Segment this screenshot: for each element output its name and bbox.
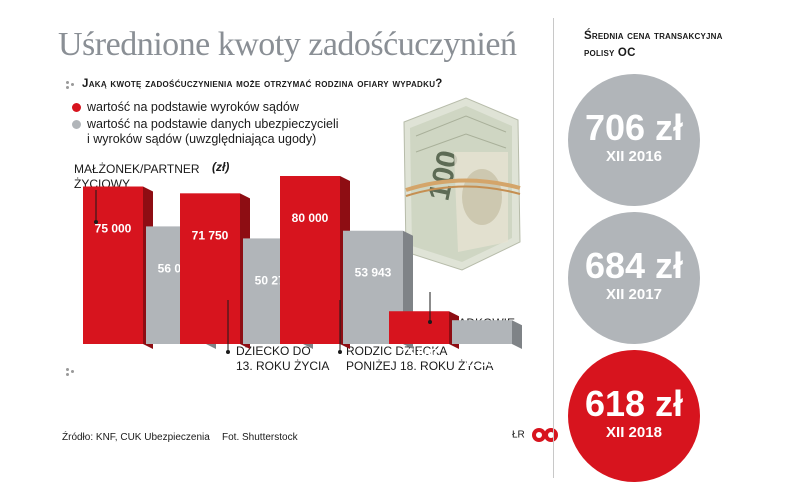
legend-label-line1: wartość na podstawie danych ubezpieczyci…	[87, 117, 339, 131]
chart-question: Jaką kwotę zadośćuczynienia może otrzyma…	[82, 78, 443, 90]
category-label-line: PONIŻEJ 18. ROKU ŻYCIA	[346, 358, 494, 373]
price-amount: 684 zł	[584, 245, 684, 286]
legend-label: wartość na podstawie wyroków sądów	[87, 100, 299, 114]
column-divider	[553, 18, 554, 478]
banknote-roll-image: 100	[403, 97, 521, 271]
category-label-child: DZIECKO DO 13. ROKU ŻYCIA	[236, 344, 329, 373]
price-amount: 706 zł	[584, 107, 684, 148]
legend-item-insurers: wartość na podstawie danych ubezpieczyci…	[72, 117, 392, 147]
publisher-logo: ŁR	[512, 426, 559, 444]
legend-swatch-red	[72, 103, 81, 112]
price-circle-2017: 684 zł XII 2017	[568, 212, 700, 344]
legend-swatch-grey	[72, 120, 81, 129]
category-label-line: DZIECKO DO	[236, 344, 311, 358]
bar-courts	[180, 193, 240, 344]
unit-label: (zł)	[212, 160, 230, 174]
bar-side	[512, 320, 522, 349]
logo-text: ŁR	[512, 429, 525, 441]
bar-courts	[280, 176, 340, 344]
bar-value-label: 11 332	[464, 355, 500, 369]
legend-label-line2: i wyroków sądów (uwzględniająca ugody)	[87, 132, 317, 146]
bar-value-label: 75 000	[95, 222, 132, 236]
bar-value-label: 80 000	[292, 211, 329, 225]
dots-bullet-icon	[66, 81, 75, 90]
bar-value-label: 53 943	[355, 266, 392, 280]
price-period: XII 2016	[606, 148, 662, 165]
page-title: Uśrednione kwoty zadośćuczynień	[58, 26, 517, 63]
price-circle-2016: 706 zł XII 2016	[568, 74, 700, 206]
bar-courts	[389, 311, 449, 344]
connector-dot	[428, 320, 432, 324]
sidebar-title-line: polisy OC	[584, 47, 636, 59]
connector-dot	[94, 220, 98, 224]
logo-mark-icon	[531, 428, 558, 442]
sidebar-title-line: Średnia cena transakcyjna	[584, 30, 723, 42]
bar-value-label: 15 600	[401, 346, 438, 360]
dots-bullet-icon	[66, 368, 75, 377]
photo-credit: Fot. Shutterstock	[222, 432, 298, 443]
bar-courts	[83, 186, 143, 344]
category-label-line: MAŁŻONEK/PARTNER	[74, 162, 200, 176]
price-period: XII 2018	[606, 424, 662, 441]
sidebar-title: Średnia cena transakcyjna polisy OC	[584, 28, 723, 62]
price-period: XII 2017	[606, 286, 662, 303]
connector-dot	[226, 350, 230, 354]
legend-item-courts: wartość na podstawie wyroków sądów	[72, 100, 372, 115]
connector-dot	[338, 350, 342, 354]
source-note: Źródło: KNF, CUK Ubezpieczenia	[62, 432, 210, 443]
bar-value-label: 71 750	[192, 228, 229, 242]
category-label-line: RODZIC DZIECKA	[346, 344, 448, 358]
price-circle-2018: 618 zł XII 2018	[568, 350, 700, 482]
bar-insurers	[452, 320, 512, 344]
category-label-parent: RODZIC DZIECKA PONIŻEJ 18. ROKU ŻYCIA	[346, 344, 493, 373]
category-label-line: 13. ROKU ŻYCIA	[236, 358, 330, 373]
price-amount: 618 zł	[584, 383, 684, 424]
